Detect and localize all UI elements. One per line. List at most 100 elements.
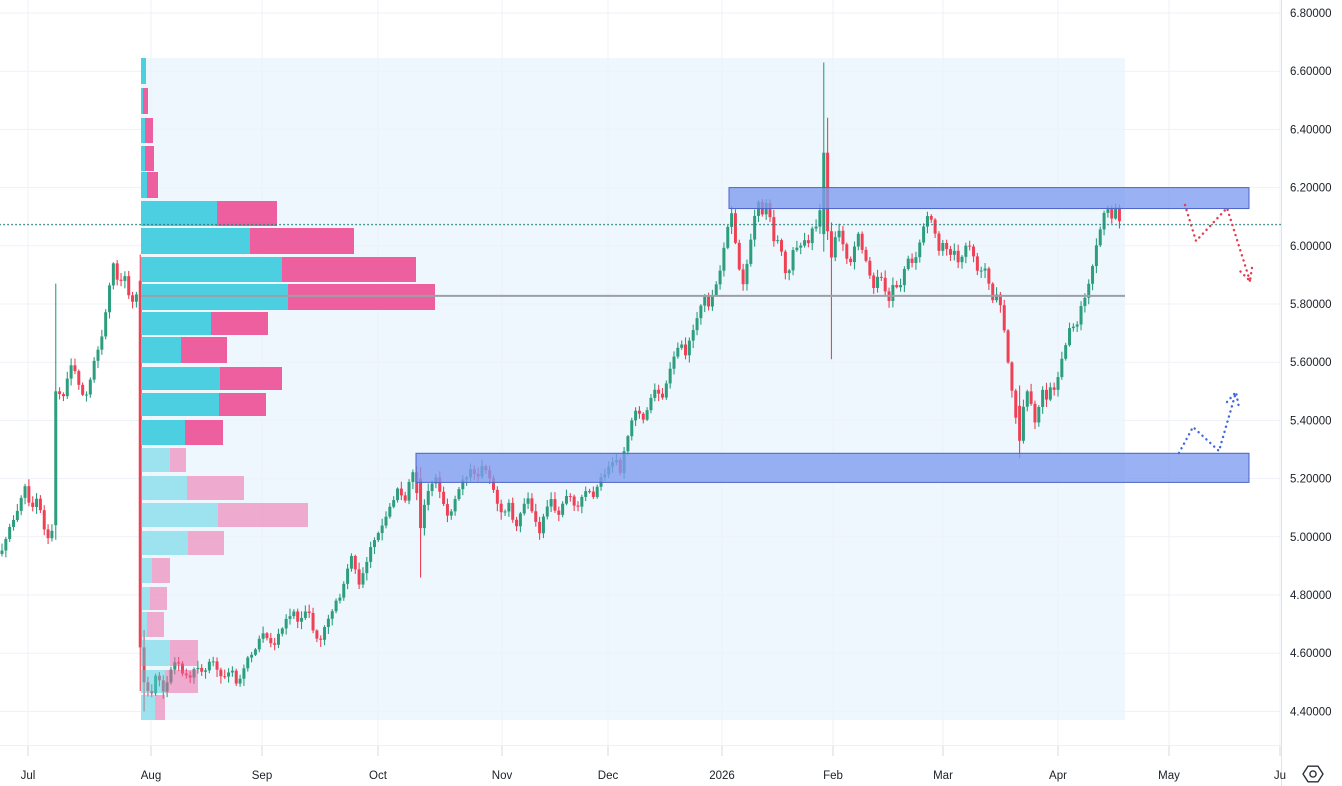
candle-body <box>315 630 319 639</box>
candle-body <box>46 529 50 539</box>
candle-body <box>323 627 327 640</box>
candle-body <box>403 495 407 501</box>
candle-body <box>753 215 757 240</box>
candle-body <box>1041 389 1045 407</box>
candle-body <box>346 568 350 584</box>
candle-body <box>211 661 215 663</box>
candle-body <box>200 667 204 672</box>
candle-body <box>58 391 62 395</box>
candle-body <box>1102 212 1106 230</box>
eye-icon-pupil <box>1309 770 1317 778</box>
volume-profile-buy-bar <box>141 228 250 254</box>
candle-body <box>837 230 841 238</box>
candle-body <box>718 270 722 285</box>
price-axis[interactable] <box>1281 0 1342 786</box>
candle-body <box>776 240 780 242</box>
candle-body <box>1079 306 1083 325</box>
candle-body <box>411 472 415 482</box>
candle-body <box>42 510 46 530</box>
candle-body <box>814 226 818 229</box>
bearish-projection-arrow[interactable] <box>1183 203 1254 283</box>
candle-body <box>925 216 929 227</box>
price-axis-label: 6.00000 <box>1290 241 1332 253</box>
candle-body <box>745 263 749 285</box>
candle-body <box>234 670 238 684</box>
time-axis-label: 2026 <box>709 770 735 782</box>
candle-body <box>918 242 922 258</box>
candle-body <box>73 365 77 372</box>
candle-body <box>376 533 380 541</box>
candle-body <box>250 654 254 658</box>
candle-body <box>54 391 58 526</box>
demand-zone-rect[interactable] <box>415 452 1250 483</box>
candle-body <box>680 344 684 348</box>
candle-body <box>127 276 131 296</box>
candle-body <box>303 611 307 618</box>
candle-body <box>664 383 668 398</box>
candle-body <box>1110 209 1114 219</box>
supply-zone-rect[interactable] <box>728 187 1250 210</box>
candle-body <box>952 250 956 255</box>
volume-profile-sell-bar <box>282 257 416 282</box>
eye-icon[interactable] <box>1302 765 1324 783</box>
volume-profile-sell-bar <box>155 695 165 720</box>
candle-body <box>572 496 576 506</box>
volume-profile-buy-bar <box>141 337 181 363</box>
candle-body <box>265 633 269 639</box>
candle-body <box>430 483 434 491</box>
bullish-projection-arrow[interactable] <box>1177 390 1240 455</box>
candle-body <box>1060 358 1064 378</box>
candle-body <box>829 231 833 258</box>
candle-body <box>768 202 772 218</box>
volume-profile-sell-bar <box>147 612 164 637</box>
candle-body <box>730 213 734 227</box>
candle-body <box>407 481 411 501</box>
price-axis-label: 4.80000 <box>1290 590 1332 602</box>
volume-profile-buy-bar <box>141 88 143 114</box>
candle-body <box>238 678 242 684</box>
time-axis-label: Feb <box>823 770 843 782</box>
candle-body <box>576 505 580 507</box>
candle-body <box>257 638 261 650</box>
candle-body <box>691 330 695 341</box>
candle-body <box>791 250 795 271</box>
candle-body <box>645 410 649 420</box>
volume-profile-sell-bar <box>218 503 308 527</box>
candle-body <box>357 569 361 585</box>
candle-body <box>668 368 672 384</box>
candle-body <box>564 496 568 504</box>
candle-body <box>657 389 661 394</box>
candle-body <box>1098 229 1102 246</box>
candle-body <box>1010 362 1014 391</box>
price-axis-label: 4.60000 <box>1290 648 1332 660</box>
candle-body <box>288 616 292 619</box>
candle-body <box>803 240 807 246</box>
candle-body <box>119 279 123 281</box>
candle-body <box>280 628 284 634</box>
candle-body <box>1117 207 1121 222</box>
candle-body <box>707 296 711 307</box>
candle-body <box>530 498 534 512</box>
volume-profile-sell-bar <box>150 587 167 610</box>
candle-body <box>0 550 4 555</box>
candle-body <box>534 511 538 522</box>
candle-body <box>426 490 430 505</box>
candle-body <box>945 243 949 250</box>
candle-body <box>492 478 496 490</box>
candle-body <box>503 511 507 513</box>
candle-body <box>922 226 926 243</box>
candle-body <box>553 499 557 511</box>
time-axis-label: May <box>1158 770 1180 782</box>
candle-body <box>876 276 880 289</box>
candle-body <box>392 500 396 507</box>
candle-body <box>35 498 39 507</box>
price-axis-label: 6.20000 <box>1290 183 1332 195</box>
volume-profile-buy-bar <box>141 201 217 226</box>
time-axis[interactable] <box>0 745 1342 786</box>
time-axis-label: Ju <box>1274 770 1286 782</box>
price-axis-label: 5.80000 <box>1290 299 1332 311</box>
volume-profile-indicator[interactable] <box>141 58 435 720</box>
candle-body <box>653 389 657 398</box>
volume-profile-buy-bar <box>141 476 187 500</box>
